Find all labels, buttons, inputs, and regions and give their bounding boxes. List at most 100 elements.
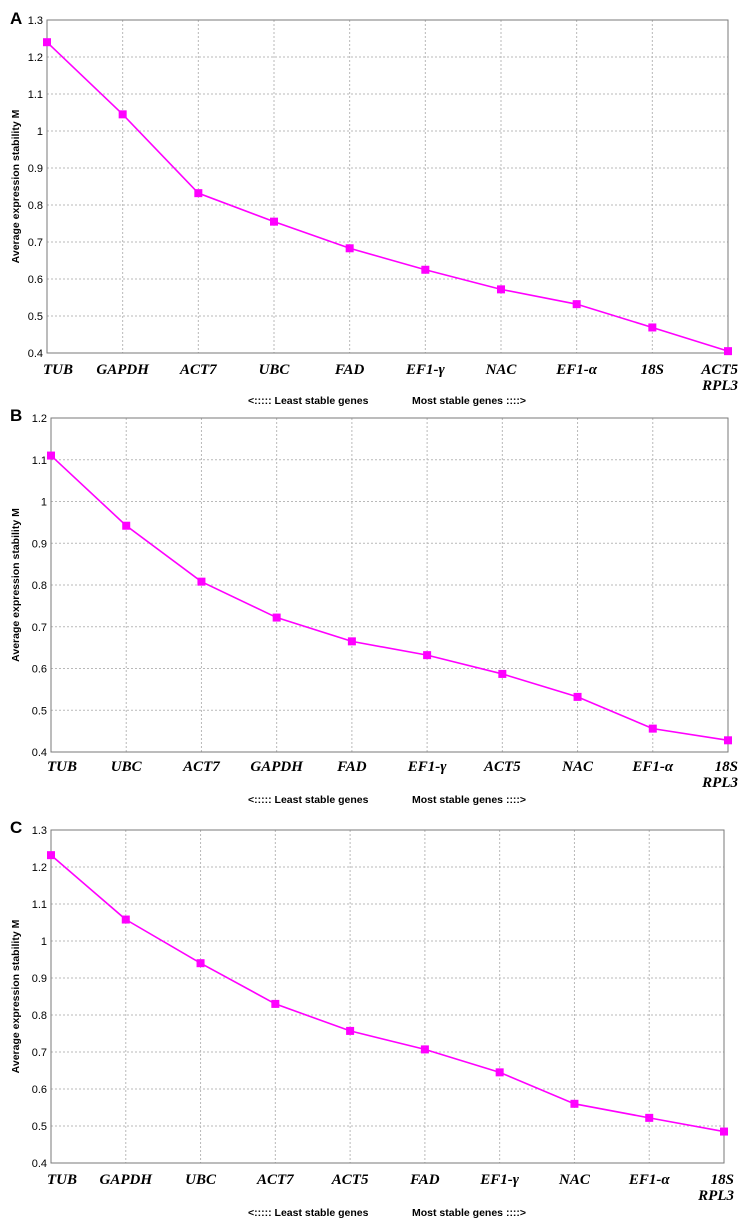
x-tick-label: TUB xyxy=(43,362,73,378)
x-tick-label: ACT5 xyxy=(331,1172,369,1188)
y-tick-label: 1.1 xyxy=(28,89,43,101)
panel-letter: C xyxy=(10,818,22,837)
data-point xyxy=(121,915,130,924)
y-tick-label: 1 xyxy=(41,497,47,509)
data-point xyxy=(423,651,432,660)
x-tick-label: ACT5 xyxy=(483,759,521,775)
x-tick-label: FAD xyxy=(336,759,367,775)
y-tick-label: 0.7 xyxy=(28,237,43,249)
data-point xyxy=(272,613,281,622)
x-tick-label: FAD xyxy=(334,362,365,378)
y-tick-label: 1.2 xyxy=(32,862,47,874)
x-tick-label: EF1-γ xyxy=(405,362,446,378)
y-tick-label: 0.5 xyxy=(32,705,47,717)
y-tick-label: 0.9 xyxy=(32,973,47,985)
y-tick-label: 0.6 xyxy=(32,1084,47,1096)
data-point xyxy=(47,851,55,860)
y-axis-label: Average expression stability M xyxy=(10,919,22,1073)
chart-panel-a: A 0.4 0.5 0.6 0.7 0.8 0.9 1 1.1 1.2 1.3 Average exp… xyxy=(10,9,738,407)
data-point xyxy=(724,347,732,356)
panel-letter: A xyxy=(10,9,22,28)
chart-panel-b: B 0.4 0.5 0.6 0.7 0.8 0.9 1 1.1 1.2 Average expres… xyxy=(10,406,738,806)
caption-least-stable: <::::: Least stable genes xyxy=(248,1207,369,1219)
y-tick-label: 1.1 xyxy=(32,455,47,467)
y-tick-label: 0.6 xyxy=(28,274,43,286)
data-point xyxy=(645,1113,654,1122)
y-tick-label: 0.5 xyxy=(32,1121,47,1133)
x-tick-label: 18S xyxy=(715,759,738,775)
data-point xyxy=(570,1099,579,1108)
x-tick-label: EF1-α xyxy=(631,759,674,775)
x-tick-label: TUB xyxy=(47,759,77,775)
data-point xyxy=(118,110,127,119)
y-tick-label: 0.9 xyxy=(28,163,43,175)
x-tick-label: ACT7 xyxy=(256,1172,294,1188)
y-tick-label: 0.8 xyxy=(28,200,43,212)
data-point xyxy=(648,724,657,733)
y-tick-label: 1.3 xyxy=(28,15,43,27)
x-tick-label: RPL3 xyxy=(701,775,738,791)
y-tick-label: 1 xyxy=(41,936,47,948)
y-tick-label: 1.2 xyxy=(32,413,47,425)
plot-frame xyxy=(50,829,725,1164)
y-tick-label: 1.2 xyxy=(28,52,43,64)
data-point xyxy=(122,521,131,530)
data-point xyxy=(270,217,278,226)
x-tick-label: EF1-α xyxy=(555,362,598,378)
data-point xyxy=(573,692,582,701)
data-point xyxy=(47,451,55,460)
data-point xyxy=(347,637,356,646)
y-tick-label: 1.1 xyxy=(32,899,47,911)
data-point xyxy=(495,1068,504,1077)
x-tick-label: GAPDH xyxy=(100,1172,154,1188)
chart-panel-c: C 0.4 0.5 0.6 0.7 0.8 0.9 1 1.1 1.2 1.3 Average exp… xyxy=(10,818,734,1219)
y-axis-label: Average expression stability M xyxy=(10,508,22,662)
series-line xyxy=(50,854,725,1133)
y-tick-label: 0.4 xyxy=(32,747,47,759)
x-tick-label: EF1-α xyxy=(628,1172,671,1188)
y-tick-label: 0.5 xyxy=(28,311,43,323)
data-point xyxy=(196,959,205,968)
y-tick-label: 0.4 xyxy=(32,1158,47,1170)
y-tick-label: 0.9 xyxy=(32,538,47,550)
y-tick-label: 0.7 xyxy=(32,622,47,634)
data-point xyxy=(346,1026,355,1035)
x-tick-label: UBC xyxy=(185,1172,217,1188)
data-point xyxy=(271,999,280,1008)
x-tick-label: ACT5 xyxy=(700,362,738,378)
x-tick-label: FAD xyxy=(409,1172,440,1188)
y-axis-label: Average expression stability M xyxy=(10,109,22,263)
data-point xyxy=(648,323,657,332)
data-point xyxy=(498,669,507,678)
data-point xyxy=(345,244,354,253)
data-point xyxy=(572,300,581,309)
plot-frame xyxy=(46,19,729,354)
y-tick-label: 0.7 xyxy=(32,1047,47,1059)
caption-most-stable: Most stable genes ::::> xyxy=(412,1207,526,1219)
x-tick-label: 18S xyxy=(711,1172,734,1188)
series-line xyxy=(50,454,729,742)
x-tick-label: UBC xyxy=(259,362,291,378)
series-line xyxy=(46,41,729,352)
x-tick-label: GAPDH xyxy=(250,759,304,775)
data-point xyxy=(720,1127,728,1136)
data-point xyxy=(420,1045,429,1054)
x-tick-label: NAC xyxy=(561,759,594,775)
panel-letter: B xyxy=(10,406,22,425)
x-tick-label: GAPDH xyxy=(96,362,150,378)
x-tick-label: TUB xyxy=(47,1172,77,1188)
x-tick-label: NAC xyxy=(558,1172,591,1188)
x-tick-label: EF1-γ xyxy=(407,759,448,775)
data-point xyxy=(724,736,732,745)
caption-most-stable: Most stable genes ::::> xyxy=(412,794,526,806)
y-tick-label: 0.8 xyxy=(32,1010,47,1022)
data-point xyxy=(421,265,430,274)
y-tick-label: 0.4 xyxy=(28,348,43,360)
y-tick-label: 0.6 xyxy=(32,664,47,676)
data-point xyxy=(43,38,51,47)
x-tick-label: NAC xyxy=(485,362,518,378)
y-tick-label: 1 xyxy=(37,126,43,138)
caption-most-stable: Most stable genes ::::> xyxy=(412,395,526,407)
x-tick-label: RPL3 xyxy=(697,1188,734,1204)
